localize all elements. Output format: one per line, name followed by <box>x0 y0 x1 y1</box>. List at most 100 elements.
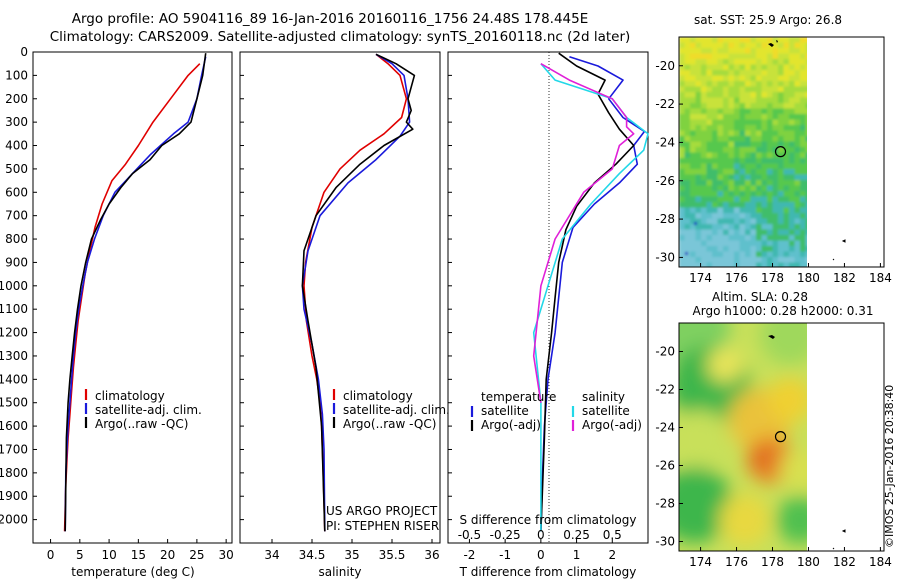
series-line-temperature-satellite <box>540 55 646 532</box>
sla-field <box>679 323 807 551</box>
y-tick-label: 1500 <box>0 396 28 410</box>
map-y-tick-label: -26 <box>655 174 675 188</box>
salinity-x-ticks: 34 34.5 35 35.5 36 <box>264 539 440 562</box>
map-y-tick-label: -30 <box>655 535 675 549</box>
map-y-tick-label: -24 <box>655 135 675 149</box>
x2-tick-label: 0.25 <box>563 528 590 542</box>
x2-tick-label: -0.5 <box>458 528 481 542</box>
y-tick-label: 1600 <box>0 419 28 433</box>
temperature-panel: 0 5 10 15 20 25 30 0 100 200 300 400 500 600 700 800 90… <box>0 45 234 579</box>
temperature-series <box>63 53 207 532</box>
map-y-tick-label: -28 <box>655 212 675 226</box>
x-tick-label: 1 <box>573 548 581 562</box>
sst-map-title: sat. SST: 25.9 Argo: 26.8 <box>694 13 842 27</box>
x-tick-label: 30 <box>219 548 234 562</box>
credit-line1: US ARGO PROJECT <box>326 504 438 518</box>
y-tick-label: 200 <box>5 92 28 106</box>
x-tick-label: 2 <box>608 548 616 562</box>
x-tick-label: 15 <box>131 548 146 562</box>
series-line-temperature-argo-adj- <box>540 52 635 532</box>
y-tick-label: 1300 <box>0 349 28 363</box>
y-tick-label: 0 <box>20 45 28 59</box>
argo-location-marker <box>774 146 787 158</box>
difference-legend: temperature salinitysatelliteArgo(-adj)sa… <box>470 390 642 432</box>
legend-label: satellite <box>481 404 529 418</box>
legend-label: climatology <box>95 389 165 403</box>
map-y-tick-label: -22 <box>655 383 675 397</box>
x-tick-label: 35 <box>344 548 359 562</box>
map-x-tick-label: 178 <box>761 271 784 285</box>
x-tick-label: 25 <box>189 548 204 562</box>
series-line-argo-raw-qc- <box>64 53 207 532</box>
map-x-tick-label: 180 <box>797 271 820 285</box>
map-y-tick-label: -28 <box>655 497 675 511</box>
y-tick-label: 700 <box>5 209 28 223</box>
x-tick-label: 36 <box>424 548 439 562</box>
salinity-frame <box>239 51 441 544</box>
legend-label: satellite <box>582 404 630 418</box>
x-tick-label: 0 <box>47 548 55 562</box>
temperature-frame <box>32 51 233 544</box>
map-x-tick-label: 178 <box>761 555 784 569</box>
y-tick-label: 1800 <box>0 466 28 480</box>
figure-title-line1: Argo profile: AO 5904116_89 16-Jan-2016 … <box>72 11 589 27</box>
difference-panel: -2 -1 0 1 2 -0.5 -0.25 0 0.25 0.5 S difference f… <box>447 51 649 579</box>
y-tick-label: 1200 <box>0 326 28 340</box>
legend-label: Argo(..raw -QC) <box>343 417 436 431</box>
map-y-tick-label: -24 <box>655 421 675 435</box>
series-line-satellite-adj-clim- <box>301 53 411 532</box>
y-tick-label: 900 <box>5 255 28 269</box>
sla-coast-fragments <box>768 335 846 550</box>
sla-map-ticks: 174 176 178 180 182 184 -20 -22 -24 -26 -28 -30 <box>655 345 891 570</box>
legend-label: satellite-adj. clim. <box>343 403 450 417</box>
sla-map-panel: Altim. SLA: 0.28 Argo h1000: 0.28 h2000:… <box>655 290 891 570</box>
map-x-tick-label: 174 <box>689 555 712 569</box>
y-tick-label: 800 <box>5 232 28 246</box>
map-x-tick-label: 182 <box>833 271 856 285</box>
legend-label: Argo(-adj) <box>481 418 541 432</box>
t-difference-x-ticks: -2 -1 0 1 2 <box>463 539 616 562</box>
legend-title-salinity: salinity <box>582 390 625 404</box>
x-tick-label: -2 <box>463 548 475 562</box>
s-difference-x-ticks: -0.5 -0.25 0 0.25 0.5 <box>458 528 622 542</box>
temperature-x-label: temperature (deg C) <box>71 565 194 579</box>
t-difference-label: T difference from climatology <box>459 565 637 579</box>
map-x-tick-label: 182 <box>833 555 856 569</box>
y-tick-label: 1400 <box>0 372 28 386</box>
legend-label: Argo(-adj) <box>582 418 642 432</box>
series-line-salinity-argo-adj- <box>532 63 635 403</box>
sst-map-panel: sat. SST: 25.9 Argo: 26.8 174 176 178 180 18… <box>655 13 891 285</box>
x-tick-label: -1 <box>499 548 511 562</box>
series-line-salinity-satellite <box>532 63 649 532</box>
s-difference-label: S difference from climatology <box>460 513 637 527</box>
map-x-tick-label: 184 <box>869 271 892 285</box>
x-tick-label: 0 <box>537 548 545 562</box>
map-y-tick-label: -20 <box>655 345 675 359</box>
x2-tick-label: -0.25 <box>490 528 521 542</box>
difference-frame <box>447 51 649 544</box>
y-tick-label: 2000 <box>0 513 28 527</box>
depth-y-ticks: 0 100 200 300 400 500 600 700 800 900 1000 1100 1200… <box>0 45 37 527</box>
temperature-x-ticks: 0 5 10 15 20 25 30 <box>47 539 234 562</box>
x-tick-label: 10 <box>101 548 116 562</box>
map-x-tick-label: 184 <box>869 555 892 569</box>
y-tick-label: 1700 <box>0 442 28 456</box>
legend-label: satellite-adj. clim. <box>95 403 202 417</box>
map-y-tick-label: -30 <box>655 250 675 264</box>
difference-series <box>448 51 649 532</box>
sst-map-ticks: 174 176 178 180 182 184 -20 -22 -24 -26 -28 -30 <box>655 59 891 285</box>
series-line-satellite-adj-clim- <box>64 56 207 532</box>
x-tick-label: 5 <box>76 548 84 562</box>
map-y-tick-label: -20 <box>655 59 675 73</box>
y-tick-label: 400 <box>5 139 28 153</box>
x2-tick-label: 0.5 <box>603 528 622 542</box>
map-y-tick-label: -26 <box>655 459 675 473</box>
x-tick-label: 34.5 <box>299 548 326 562</box>
y-tick-label: 500 <box>5 162 28 176</box>
x2-tick-label: 0 <box>537 528 545 542</box>
salinity-series <box>240 51 416 532</box>
y-tick-label: 100 <box>5 68 28 82</box>
